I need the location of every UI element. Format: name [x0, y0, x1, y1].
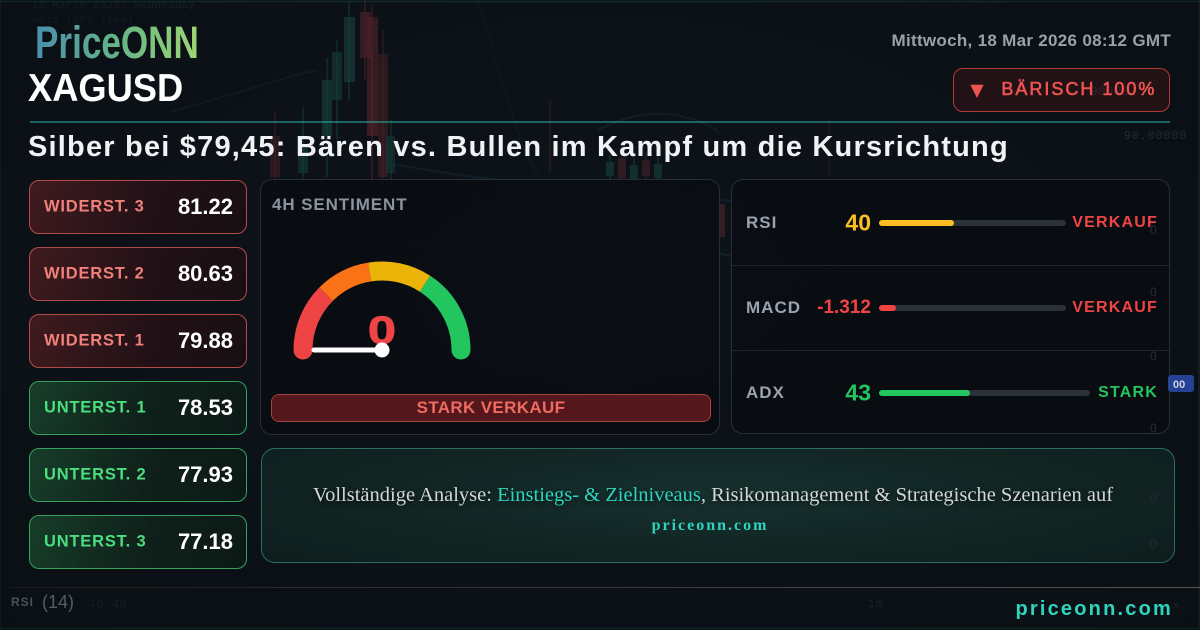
svg-text:0: 0	[1150, 421, 1157, 435]
svg-text:0: 0	[1150, 491, 1157, 505]
svg-text:0: 0	[1150, 349, 1157, 363]
svg-text:0: 0	[1150, 223, 1157, 237]
svg-text:0: 0	[1150, 285, 1157, 299]
svg-text:0: 0	[1150, 537, 1157, 551]
svg-text:00: 00	[1173, 379, 1185, 391]
